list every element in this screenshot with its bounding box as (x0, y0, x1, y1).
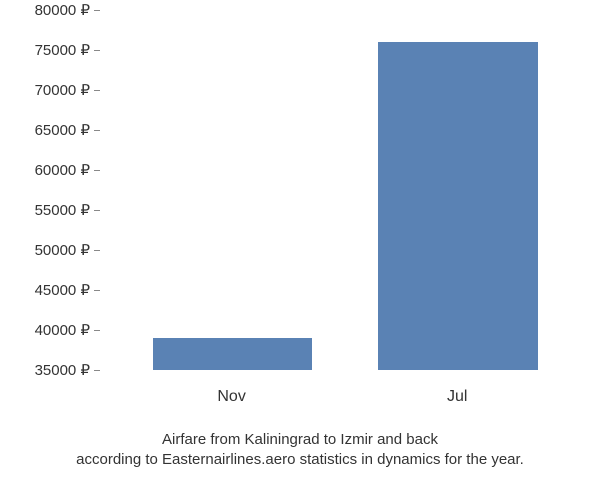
bar-jul (378, 42, 538, 370)
y-tick-label: 65000 ₽ (35, 121, 90, 139)
y-tick-mark (94, 330, 100, 331)
y-tick-label: 35000 ₽ (35, 361, 90, 379)
y-tick-mark (94, 290, 100, 291)
y-tick-label: 50000 ₽ (35, 241, 90, 259)
x-label-jul: Jul (447, 388, 467, 406)
bar-nov (153, 338, 313, 370)
plot-area (100, 10, 570, 370)
caption-line-1: Airfare from Kaliningrad to Izmir and ba… (0, 430, 600, 450)
y-tick-label: 80000 ₽ (35, 1, 90, 19)
y-tick-label: 40000 ₽ (35, 321, 90, 339)
y-tick-label: 45000 ₽ (35, 281, 90, 299)
y-tick-mark (94, 370, 100, 371)
y-tick-mark (94, 130, 100, 131)
y-tick-mark (94, 90, 100, 91)
chart-caption: Airfare from Kaliningrad to Izmir and ba… (0, 430, 600, 471)
y-tick-label: 55000 ₽ (35, 201, 90, 219)
x-label-nov: Nov (217, 388, 245, 406)
y-tick-label: 60000 ₽ (35, 161, 90, 179)
caption-line-2: according to Easternairlines.aero statis… (0, 450, 600, 470)
y-tick-mark (94, 170, 100, 171)
y-tick-mark (94, 50, 100, 51)
y-tick-label: 70000 ₽ (35, 81, 90, 99)
airfare-bar-chart: Airfare from Kaliningrad to Izmir and ba… (0, 0, 600, 500)
y-tick-mark (94, 250, 100, 251)
y-tick-mark (94, 210, 100, 211)
y-tick-mark (94, 10, 100, 11)
y-tick-label: 75000 ₽ (35, 41, 90, 59)
